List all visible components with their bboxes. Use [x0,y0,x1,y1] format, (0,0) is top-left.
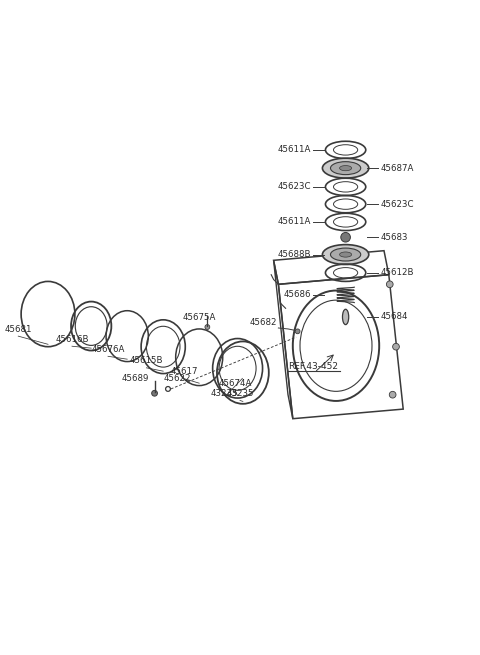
Ellipse shape [323,244,369,265]
Text: 45623C: 45623C [380,200,414,209]
Ellipse shape [342,309,348,325]
Text: 45689: 45689 [121,374,149,383]
Text: 45615B: 45615B [130,356,163,365]
Text: 45681: 45681 [4,325,32,334]
Circle shape [393,343,399,350]
Circle shape [205,325,210,329]
Text: 45687A: 45687A [380,164,414,173]
Text: 45617: 45617 [171,367,199,377]
Text: 45684: 45684 [380,312,408,322]
Circle shape [295,329,300,334]
Ellipse shape [339,252,352,257]
Circle shape [386,281,393,288]
Text: 45676A: 45676A [91,345,125,354]
Text: 45612B: 45612B [380,269,414,277]
Text: 45622: 45622 [163,374,191,383]
Text: 45688B: 45688B [277,250,311,259]
Circle shape [389,391,396,398]
Text: 45616B: 45616B [55,335,89,344]
Text: 45611A: 45611A [277,217,311,227]
Circle shape [341,233,350,242]
Text: 45675A: 45675A [182,313,216,322]
Text: 45683: 45683 [380,233,408,242]
Text: 45623C: 45623C [277,182,311,191]
Text: 45611A: 45611A [277,145,311,155]
Text: 43235: 43235 [211,388,239,398]
Text: REF.43-452: REF.43-452 [288,362,338,371]
Ellipse shape [323,159,369,178]
Ellipse shape [339,166,352,171]
Text: 45682: 45682 [250,318,277,327]
Text: 43235: 43235 [226,389,254,398]
Text: 45674A: 45674A [218,379,252,388]
Ellipse shape [330,162,361,175]
Circle shape [152,390,157,396]
Ellipse shape [330,248,361,261]
Text: 45686: 45686 [284,290,311,299]
